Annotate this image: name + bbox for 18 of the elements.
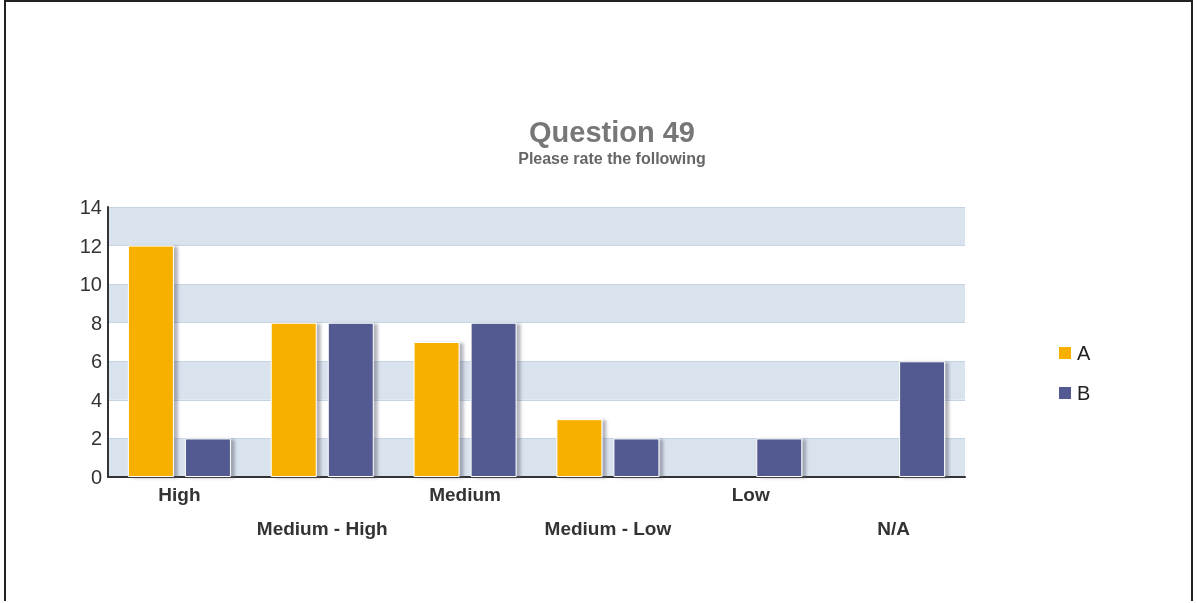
chart-title: Question 49 [529, 115, 695, 148]
legend-label: A [1077, 342, 1091, 364]
y-tick-label: 10 [79, 273, 102, 296]
x-tick-label: High [158, 484, 201, 505]
x-tick-label: Medium - High [256, 518, 388, 539]
chart-subtitle: Please rate the following [518, 149, 706, 167]
y-tick-label: 14 [79, 196, 102, 218]
legend-label: B [1077, 382, 1091, 404]
x-tick-label: Medium - Low [544, 518, 672, 539]
y-tick-label: 8 [90, 311, 102, 334]
y-tick-label: 12 [79, 234, 102, 257]
y-tick-label: 6 [90, 350, 102, 373]
x-tick-label: Low [731, 484, 770, 505]
y-tick-label: 4 [90, 388, 102, 411]
y-tick-label: 2 [90, 427, 102, 450]
y-tick-label: 0 [90, 466, 102, 488]
x-tick-label: N/A [877, 518, 911, 539]
x-tick-label: Medium [429, 484, 501, 505]
